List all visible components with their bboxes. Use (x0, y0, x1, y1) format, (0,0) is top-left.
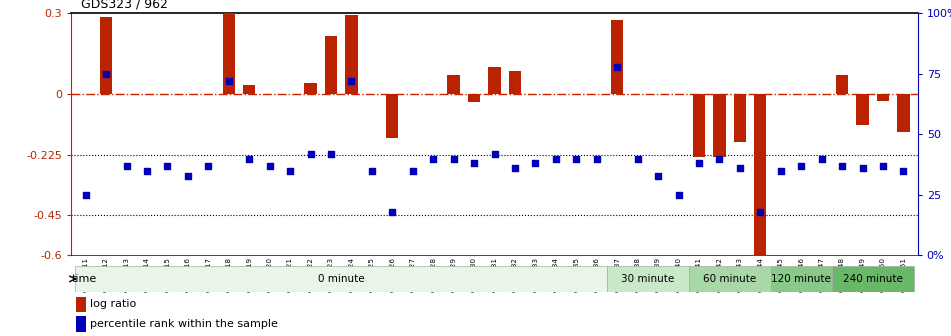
Point (548, 156, 563, 161)
FancyBboxPatch shape (607, 266, 689, 292)
Text: GDS323 / 962: GDS323 / 962 (81, 0, 167, 10)
Point (467, 161, 482, 166)
Bar (75, 317, 86, 332)
Bar (223, 12, 235, 94)
Bar (489, 67, 500, 94)
Text: 60 minute: 60 minute (703, 274, 756, 284)
Bar (734, 94, 746, 142)
Bar (100, 17, 112, 94)
Point (99, 71, 114, 77)
Point (140, 168, 155, 173)
Point (752, 209, 767, 214)
Bar (611, 20, 623, 94)
Point (344, 79, 359, 84)
Point (814, 156, 829, 161)
Point (896, 168, 911, 173)
Bar (468, 94, 480, 102)
Point (181, 173, 196, 178)
Text: percentile rank within the sample: percentile rank within the sample (90, 319, 278, 329)
Point (528, 161, 543, 166)
Point (487, 151, 502, 157)
Point (855, 166, 870, 171)
Point (446, 156, 461, 161)
Point (569, 156, 584, 161)
Point (670, 192, 686, 198)
Bar (713, 94, 726, 157)
Bar (75, 297, 86, 312)
Bar (509, 71, 521, 94)
Bar (448, 75, 459, 94)
Point (385, 209, 400, 214)
FancyBboxPatch shape (689, 266, 770, 292)
Bar (754, 94, 767, 255)
Point (610, 64, 625, 69)
Text: 0 minute: 0 minute (318, 274, 364, 284)
Point (630, 156, 645, 161)
Bar (898, 94, 909, 132)
Point (650, 173, 666, 178)
Point (282, 168, 298, 173)
Text: log ratio: log ratio (90, 299, 136, 309)
Point (507, 166, 522, 171)
Point (793, 163, 808, 169)
Bar (345, 15, 358, 94)
Bar (325, 36, 337, 94)
Bar (304, 83, 317, 94)
Bar (836, 75, 848, 94)
Point (262, 163, 278, 169)
Point (834, 163, 849, 169)
FancyBboxPatch shape (75, 266, 607, 292)
Text: 120 minute: 120 minute (771, 274, 831, 284)
Point (78, 192, 93, 198)
Bar (857, 94, 868, 125)
Point (773, 168, 788, 173)
Point (119, 163, 134, 169)
Point (303, 151, 319, 157)
Point (323, 151, 339, 157)
FancyBboxPatch shape (832, 266, 914, 292)
Bar (693, 94, 705, 157)
Point (364, 168, 379, 173)
Text: time: time (71, 274, 97, 284)
Point (426, 156, 441, 161)
Point (405, 168, 420, 173)
Text: 240 minute: 240 minute (843, 274, 902, 284)
Point (242, 156, 257, 161)
Point (589, 156, 604, 161)
Bar (386, 94, 398, 138)
Bar (877, 94, 889, 101)
Point (222, 79, 237, 84)
FancyBboxPatch shape (770, 266, 832, 292)
Bar (243, 85, 255, 94)
Point (711, 156, 727, 161)
Point (160, 163, 175, 169)
Point (732, 166, 747, 171)
Point (201, 163, 216, 169)
Point (691, 161, 707, 166)
Text: 30 minute: 30 minute (621, 274, 674, 284)
Point (875, 163, 890, 169)
